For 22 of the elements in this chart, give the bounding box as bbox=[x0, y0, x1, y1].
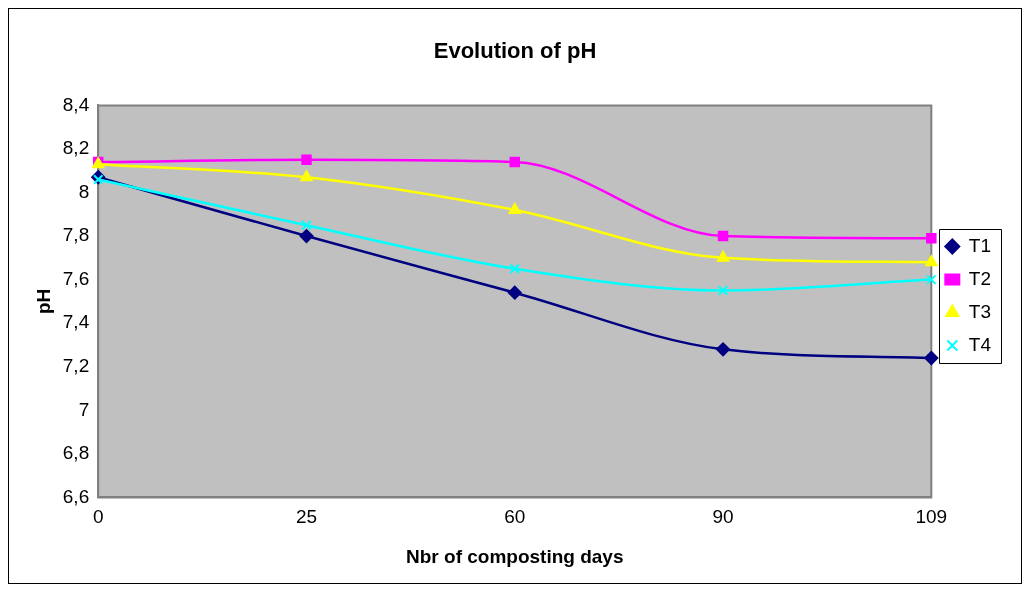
x-tick-label: 60 bbox=[504, 506, 526, 528]
chart-title: Evolution of pH bbox=[433, 38, 597, 64]
legend-label: T1 bbox=[968, 234, 992, 256]
legend-label: T2 bbox=[968, 267, 992, 289]
x-tick-label: 109 bbox=[915, 506, 948, 528]
x-tick-label: 90 bbox=[712, 506, 734, 528]
y-tick-label: 7,8 bbox=[62, 224, 90, 246]
y-tick-label: 7,2 bbox=[62, 354, 90, 376]
x-tick-label: 0 bbox=[92, 506, 104, 528]
y-tick-label: 6,8 bbox=[62, 442, 90, 464]
x-tick-label: 25 bbox=[295, 506, 318, 528]
legend-label: T4 bbox=[968, 333, 992, 355]
legend-label: T3 bbox=[968, 300, 992, 322]
y-tick-label: 6,6 bbox=[62, 485, 90, 507]
y-tick-label: 7 bbox=[78, 398, 90, 420]
y-axis-title: pH bbox=[32, 288, 54, 315]
y-tick-label: 8,4 bbox=[62, 93, 90, 115]
x-axis-title: Nbr of composting days bbox=[406, 545, 624, 567]
y-tick-label: 7,4 bbox=[62, 311, 90, 333]
y-tick-label: 7,6 bbox=[62, 267, 90, 289]
y-tick-label: 8,2 bbox=[62, 137, 90, 159]
y-tick-label: 8 bbox=[78, 180, 90, 202]
